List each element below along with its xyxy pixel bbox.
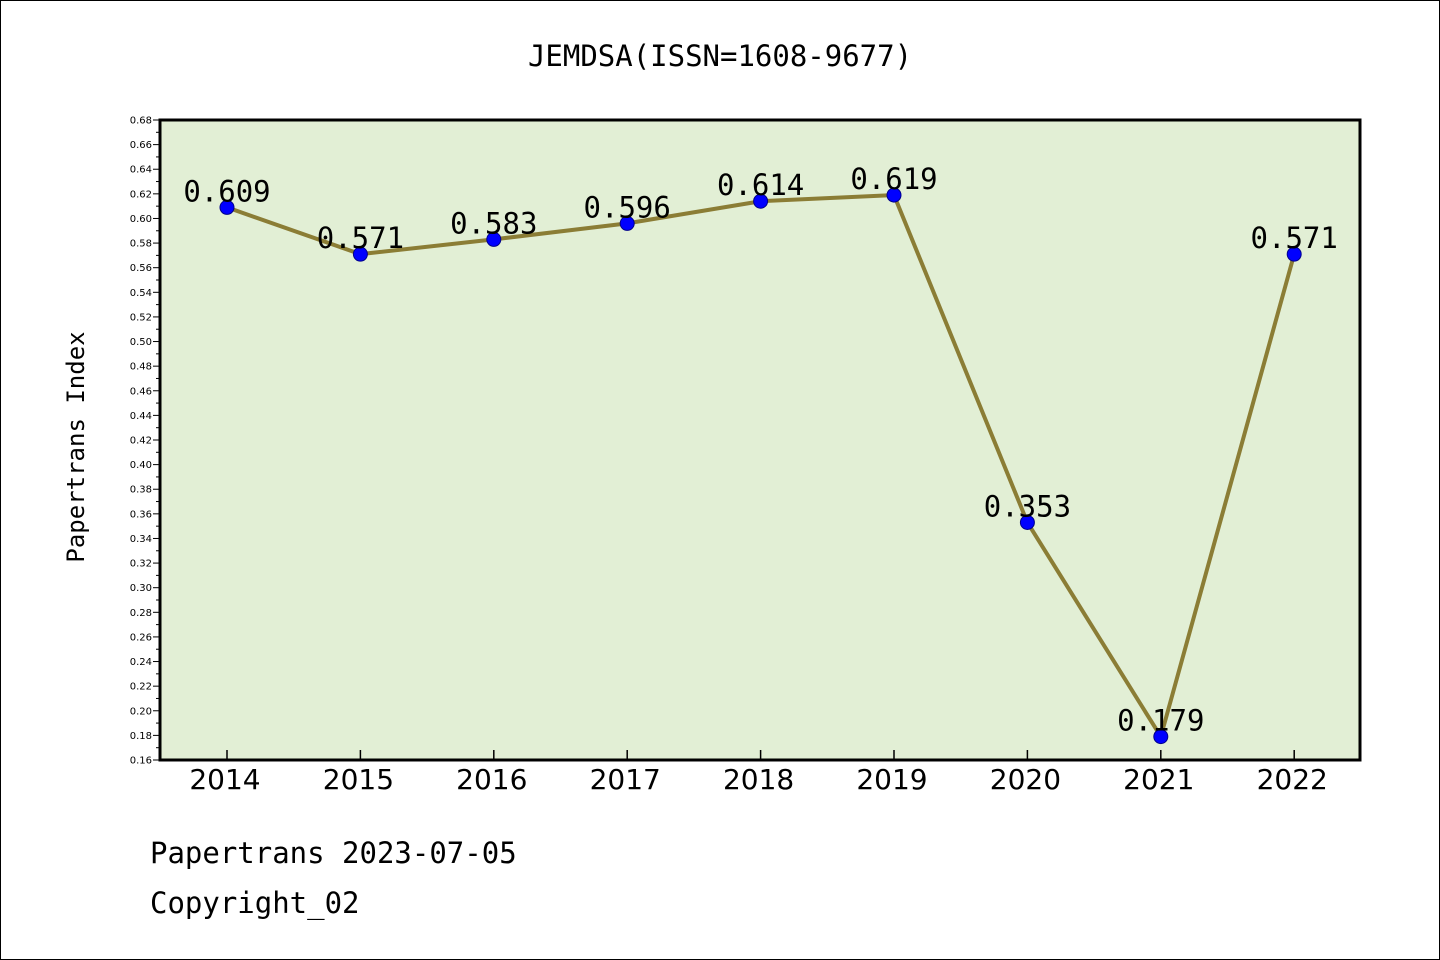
y-tick-label: 0.52 — [130, 312, 152, 323]
y-tick-label: 0.68 — [130, 116, 152, 127]
y-tick-label: 0.62 — [130, 189, 152, 200]
x-tick-label: 2015 — [323, 763, 394, 796]
data-point — [1019, 514, 1035, 530]
y-tick-label: 0.66 — [130, 140, 152, 151]
data-label: 0.596 — [584, 190, 671, 224]
y-tick-label: 0.44 — [130, 411, 152, 422]
data-labels: 0.609 0.571 0.583 0.596 0.614 0.619 0.353 0.179… — [183, 162, 1338, 738]
x-tick-label: 2021 — [1123, 763, 1194, 796]
data-label: 0.571 — [1251, 221, 1338, 255]
data-label: 0.179 — [1117, 704, 1204, 738]
y-tick-label: 0.42 — [130, 436, 152, 447]
data-label: 0.571 — [317, 221, 404, 255]
x-tick-label: 2022 — [1257, 763, 1328, 796]
chart-title: JEMDSA(ISSN=1608-9677) — [528, 39, 912, 73]
data-label: 0.353 — [984, 489, 1071, 523]
y-tick-label: 0.22 — [130, 682, 152, 693]
y-tick-label: 0.54 — [130, 288, 152, 299]
y-tick-label: 0.50 — [130, 337, 152, 348]
x-tick-label: 2018 — [723, 763, 794, 796]
y-axis-label: Papertrans Index — [62, 331, 90, 562]
y-tick-label: 0.20 — [130, 706, 152, 717]
y-tick-label: 0.60 — [130, 214, 152, 225]
x-tick-label: 2016 — [456, 763, 527, 796]
y-tick-label: 0.34 — [130, 534, 152, 545]
y-tick-label: 0.64 — [130, 165, 152, 176]
y-tick-label: 0.46 — [130, 386, 152, 397]
footer-copyright: Copyright_02 — [150, 886, 360, 920]
y-tick-label: 0.26 — [130, 632, 152, 643]
data-point — [486, 231, 502, 247]
y-tick-label: 0.56 — [130, 263, 152, 274]
data-point — [1286, 246, 1302, 262]
data-point — [1153, 729, 1169, 745]
y-tick-label: 0.48 — [130, 362, 152, 373]
x-tick-label: 2017 — [590, 763, 661, 796]
data-label: 0.583 — [450, 206, 537, 240]
data-points — [219, 187, 1302, 745]
data-point — [619, 215, 635, 231]
data-label: 0.619 — [850, 162, 937, 196]
y-tick-label: 0.24 — [130, 657, 152, 668]
data-point — [753, 193, 769, 209]
y-tick-label: 0.18 — [130, 731, 152, 742]
data-point — [219, 199, 235, 215]
data-label: 0.609 — [183, 174, 270, 208]
y-tick-label: 0.36 — [130, 509, 152, 520]
y-tick-label: 0.30 — [130, 583, 152, 594]
y-tick-label: 0.58 — [130, 239, 152, 250]
y-tick-label: 0.16 — [130, 756, 152, 767]
footer-date: Papertrans 2023-07-05 — [150, 836, 517, 870]
plot-area — [158, 118, 1362, 762]
data-label: 0.614 — [717, 168, 804, 202]
y-tick-label: 0.40 — [130, 460, 152, 471]
data-point — [352, 246, 368, 262]
y-tick-label: 0.32 — [130, 559, 152, 570]
x-axis-ticks: 2014 2015 2016 2017 2018 2019 2020 2021 2022 — [189, 750, 1328, 796]
x-tick-label: 2014 — [189, 763, 260, 796]
x-tick-label: 2020 — [990, 763, 1061, 796]
y-tick-label: 0.28 — [130, 608, 152, 619]
y-tick-label: 0.38 — [130, 485, 152, 496]
y-axis-ticks: 0.16 0.18 0.20 0.22 0.24 0.26 0.28 0.30 0.32 0.34… — [130, 116, 160, 767]
x-tick-label: 2019 — [856, 763, 927, 796]
data-point — [886, 187, 902, 203]
